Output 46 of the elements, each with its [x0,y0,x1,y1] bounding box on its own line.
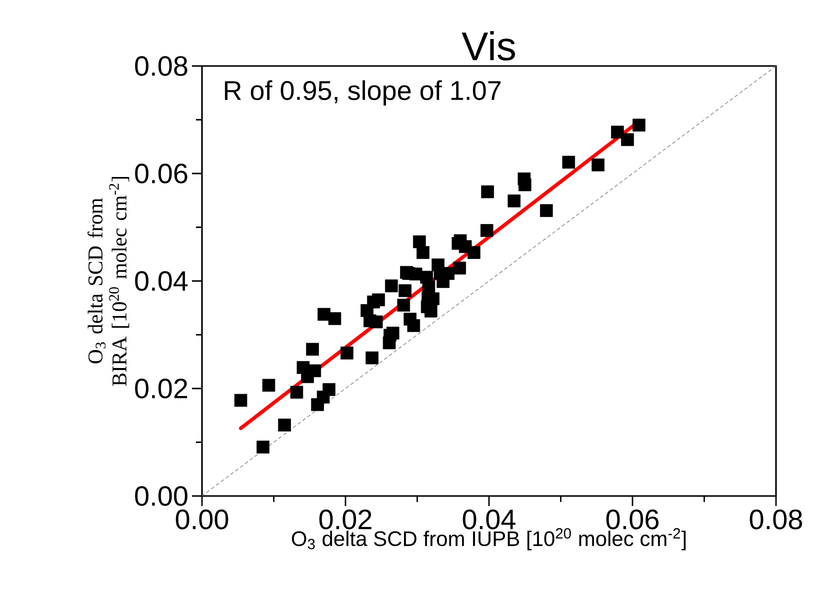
point [422,280,436,294]
point [262,378,276,392]
point [424,304,438,318]
point [308,364,322,378]
y-tick-label: 0.08 [135,56,188,76]
point [372,293,385,306]
point [540,204,553,217]
point [592,158,604,172]
point [562,156,576,169]
point [306,342,319,356]
point [370,315,383,328]
chart-title: Vis [462,31,515,61]
point [397,298,410,312]
annotation: R of 0.95, slope of 1.07 [224,80,501,106]
point [385,279,398,292]
x-tick-label: 0.02 [319,510,372,530]
point [234,394,248,407]
x-tick-label: 0.08 [750,510,802,530]
x-axis-title: O$_{3}$ delta SCD from IUPB [10$^{20}$ molec cm$^{-2}$] [292,528,686,550]
point [481,185,494,198]
point [328,312,342,326]
point [382,336,396,350]
y-tick-label: 0.06 [135,164,188,184]
point [453,262,466,274]
x-tick-label: 0.04 [462,510,516,530]
point [508,194,521,208]
point [632,118,646,132]
y-tick-label: 0.04 [135,271,188,291]
point [611,126,624,139]
point [621,133,634,146]
y-tick-label: 0.00 [135,486,188,506]
point [518,178,532,192]
point [468,246,480,259]
x-tick-label: 0.06 [606,510,659,530]
point [278,418,291,432]
y-tick-label: 0.02 [135,378,188,398]
point [480,224,494,237]
point [416,246,430,259]
point [340,346,354,360]
point [366,351,378,364]
point [398,284,412,298]
point [256,440,270,454]
x-tick-label: 0.00 [176,510,228,530]
point [407,319,420,332]
point [290,386,304,399]
point [322,383,336,396]
